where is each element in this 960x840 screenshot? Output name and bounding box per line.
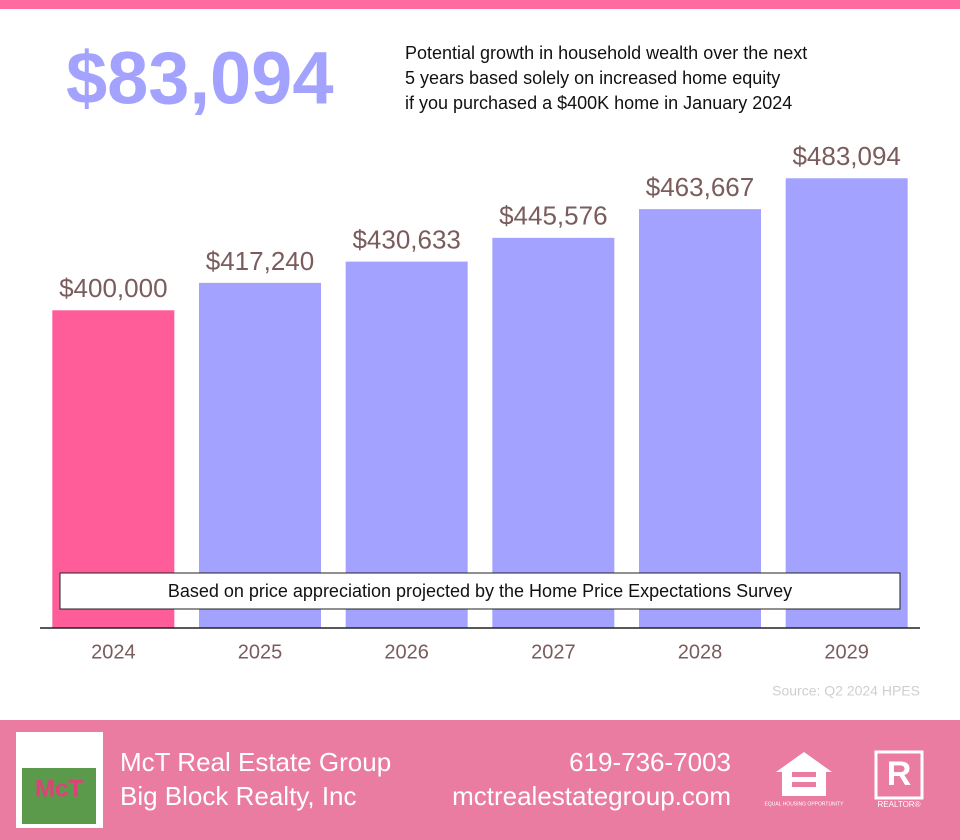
realtor-icon: [874, 750, 924, 800]
company: McT Real Estate Group: [120, 747, 391, 777]
description-line: if you purchased a $400K home in January…: [405, 93, 792, 113]
x-tick-label: 2026: [384, 641, 429, 663]
bar: [199, 282, 321, 628]
bar: [785, 178, 908, 628]
description-line: Potential growth in household wealth ove…: [405, 43, 807, 63]
equal-housing-bar: [792, 772, 816, 777]
logo-house: [22, 768, 96, 824]
x-tick-label: 2027: [531, 641, 576, 663]
equal-housing-text: EQUAL HOUSING OPPORTUNITY: [765, 801, 845, 807]
realtor-letter: R: [887, 755, 912, 793]
bar: [492, 237, 615, 629]
brokerage: Big Block Realty, Inc: [120, 781, 357, 811]
headline: $83,094: [66, 37, 334, 120]
value-label: $445,576: [499, 201, 607, 231]
bar: [345, 261, 468, 628]
value-label: $483,094: [792, 141, 900, 171]
realtor-text: REALTOR®: [878, 800, 921, 809]
annotation-box: [59, 572, 901, 610]
value-label: $430,633: [352, 224, 460, 254]
equal-housing-bar: [792, 782, 816, 787]
x-tick-label: 2025: [238, 641, 283, 663]
x-tick-label: 2028: [678, 641, 723, 663]
value-label: $417,240: [206, 246, 314, 276]
website: mctrealestategroup.com: [452, 781, 731, 811]
logo-text: McT: [35, 775, 83, 802]
x-tick-label: 2024: [91, 641, 136, 663]
plot: $400,000 2024 $417,240 2025 $430,633 2026 $445…: [52, 141, 908, 663]
annotation: Based on price appreciation projected by…: [168, 581, 792, 601]
value-label: $400,000: [59, 273, 167, 303]
phone: 619-736-7003: [569, 747, 731, 777]
description-line: 5 years based solely on increased home e…: [405, 68, 780, 88]
value-label: $463,667: [646, 172, 754, 202]
bar: [639, 209, 761, 628]
top-stripe: [0, 0, 960, 9]
x-tick-label: 2029: [824, 641, 869, 663]
source: Source: Q2 2024 HPES: [772, 683, 920, 699]
